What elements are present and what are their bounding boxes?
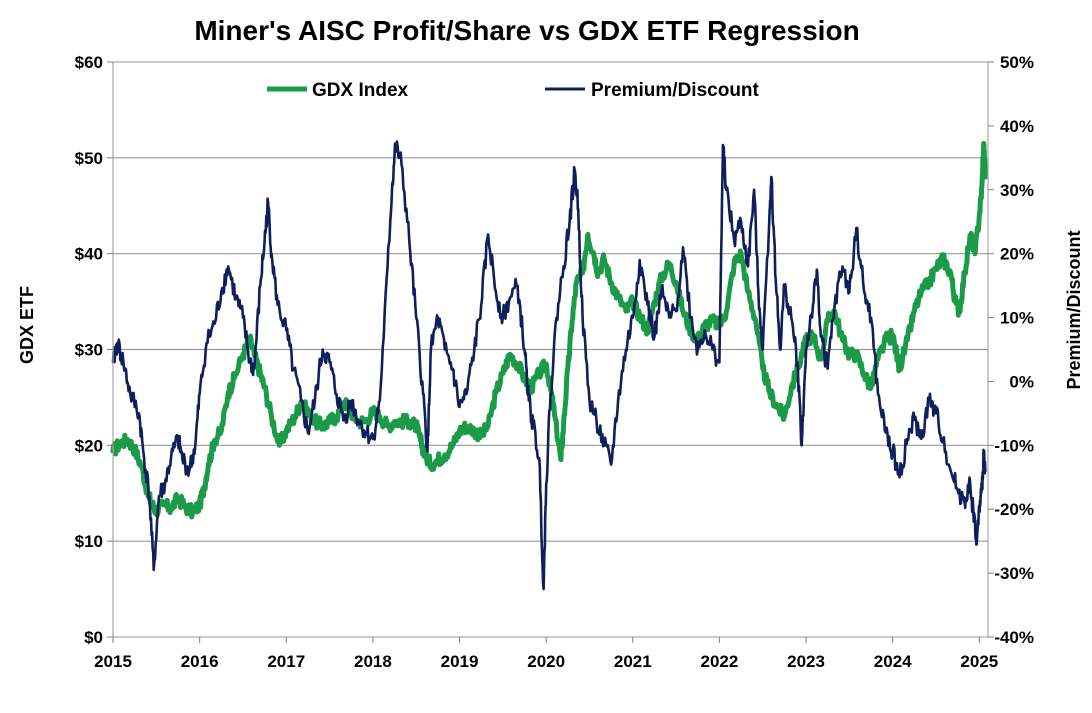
- chart-title: Miner's AISC Profit/Share vs GDX ETF Reg…: [194, 15, 859, 46]
- y2-tick-label: -20%: [994, 500, 1034, 519]
- y2-tick-label: 20%: [1000, 245, 1034, 264]
- x-tick-label: 2019: [441, 652, 479, 671]
- x-tick-label: 2018: [354, 652, 392, 671]
- y2-axis-title: Premium/Discount: [1064, 230, 1084, 389]
- x-tick-label: 2023: [787, 652, 825, 671]
- legend-label-gdx-index: GDX Index: [312, 80, 409, 101]
- series-layer: [110, 140, 988, 591]
- x-tick-label: 2021: [614, 652, 652, 671]
- y-tick-label: $20: [75, 436, 103, 455]
- legend: GDX Index Premium/Discount: [267, 80, 760, 101]
- y2-tick-label: -10%: [994, 436, 1034, 455]
- y2-tick-label: 40%: [1000, 117, 1034, 136]
- x-tick-label: 2022: [701, 652, 739, 671]
- x-tick-label: 2024: [874, 652, 912, 671]
- y2-tick-label: 50%: [1000, 53, 1034, 72]
- y-tick-label: $0: [84, 628, 103, 647]
- grid-lines: [113, 157, 988, 542]
- y-tick-label: $40: [75, 245, 103, 264]
- x-tick-label: 2025: [960, 652, 998, 671]
- x-tick-label: 2015: [94, 652, 132, 671]
- axis-tick-labels: $0 $10 $20 $30 $40 $50 $60 -40% -30% -20% -10% 0% 10…: [75, 53, 1034, 671]
- x-tick-label: 2020: [527, 652, 565, 671]
- y-tick-label: $60: [75, 53, 103, 72]
- y2-tick-label: -40%: [994, 628, 1034, 647]
- series-line-premium-discount: [111, 140, 987, 591]
- y-tick-label: $10: [75, 532, 103, 551]
- x-tick-label: 2017: [267, 652, 305, 671]
- y-axis-title: GDX ETF: [17, 286, 37, 364]
- y-tick-label: $50: [75, 149, 103, 168]
- legend-label-premium-discount: Premium/Discount: [591, 80, 760, 101]
- x-tick-label: 2016: [181, 652, 219, 671]
- y2-tick-label: 30%: [1000, 181, 1034, 200]
- y2-tick-label: -30%: [994, 564, 1034, 583]
- y-tick-label: $30: [75, 341, 103, 360]
- y2-tick-label: 0%: [1009, 372, 1034, 391]
- y2-tick-label: 10%: [1000, 309, 1034, 328]
